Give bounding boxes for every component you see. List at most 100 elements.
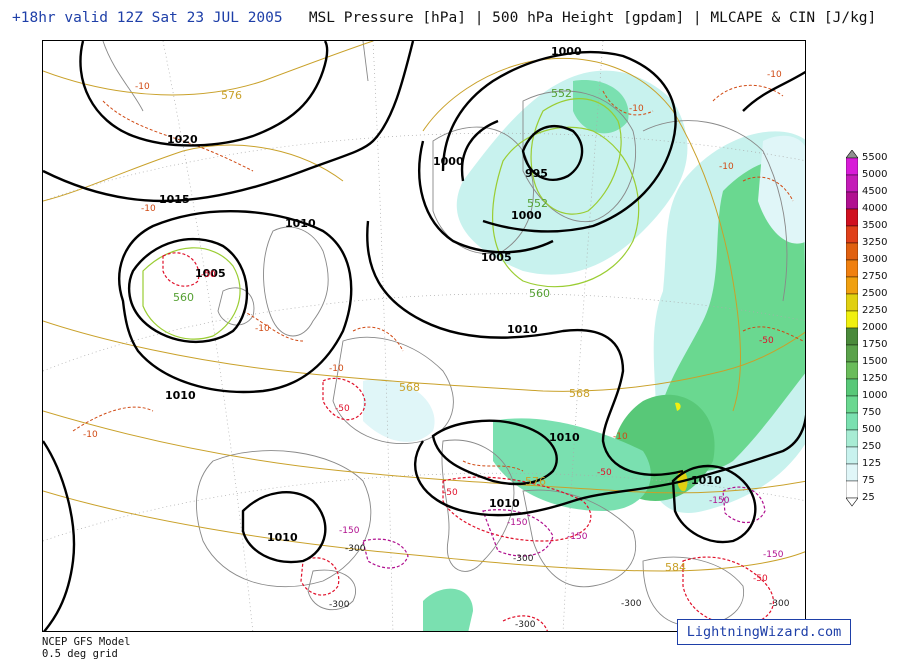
cin-label: -300 bbox=[621, 599, 642, 609]
colorbar-level-label: 3000 bbox=[862, 254, 888, 265]
colorbar-swatch bbox=[846, 208, 858, 227]
colorbar-swatch bbox=[846, 378, 858, 397]
colorbar-level-label: 2500 bbox=[862, 288, 888, 299]
colorbar-swatch bbox=[846, 225, 858, 244]
height-label: 584 bbox=[665, 561, 686, 574]
colorbar-level-label: 500 bbox=[862, 424, 882, 435]
colorbar-swatch bbox=[846, 429, 858, 448]
chart-title: +18hr valid 12Z Sat 23 JUL 2005 MSL Pres… bbox=[12, 10, 876, 26]
colorbar-swatch bbox=[846, 412, 858, 431]
cin-label: -10 bbox=[83, 430, 98, 440]
cin-label: -300 bbox=[513, 554, 534, 564]
isobar-label: 1010 bbox=[489, 497, 520, 510]
colorbar-swatch bbox=[846, 157, 858, 176]
height-label: 568 bbox=[399, 381, 420, 394]
cin-label: -10 bbox=[135, 82, 150, 92]
isobar-label: 1000 bbox=[511, 209, 542, 222]
cin-label: -10 bbox=[255, 324, 270, 334]
cin-label: -300 bbox=[769, 599, 790, 609]
cin-label: -300 bbox=[329, 600, 350, 610]
cin-label: -10 bbox=[613, 432, 628, 442]
height-label: 560 bbox=[529, 287, 550, 300]
cin-label: -10 bbox=[141, 204, 156, 214]
colorbar-swatch bbox=[846, 259, 858, 278]
height-contours bbox=[43, 41, 805, 572]
field-list: MSL Pressure [hPa] | 500 hPa Height [gpd… bbox=[308, 10, 877, 26]
colorbar-level-label: 1750 bbox=[862, 339, 888, 350]
cin-label: -300 bbox=[345, 544, 366, 554]
colorbar-level-label: 250 bbox=[862, 441, 882, 452]
colorbar-level-label: 125 bbox=[862, 458, 882, 469]
map-canvas: 1020 1015 1010 1005 1000 995 1000 1005 1… bbox=[43, 41, 805, 631]
colorbar-level-label: 2000 bbox=[862, 322, 888, 333]
cin-label: -50 bbox=[335, 404, 350, 414]
isobar-label: 1015 bbox=[159, 193, 190, 206]
valid-time: +18hr valid 12Z Sat 23 JUL 2005 bbox=[12, 10, 283, 26]
height-label: 552 bbox=[551, 87, 572, 100]
colorbar-level-label: 2250 bbox=[862, 305, 888, 316]
height-label: 552 bbox=[527, 197, 548, 210]
isobar-label: 1010 bbox=[691, 474, 722, 487]
cin-contours bbox=[72, 84, 804, 631]
colorbar-level-label: 75 bbox=[862, 475, 875, 486]
cin-label: -50 bbox=[597, 468, 612, 478]
cin-label: -150 bbox=[339, 526, 360, 536]
height-label: 576 bbox=[525, 475, 546, 488]
cin-label: -50 bbox=[443, 488, 458, 498]
isobar-label: 1000 bbox=[433, 155, 464, 168]
isobar-label: 1010 bbox=[507, 323, 538, 336]
isobar-label: 1000 bbox=[551, 45, 582, 58]
height-label: 560 bbox=[173, 291, 194, 304]
isobar-label: 1010 bbox=[285, 217, 316, 230]
colorbar-level-label: 1500 bbox=[862, 356, 888, 367]
colorbar-swatch bbox=[846, 242, 858, 261]
isobar-label: 1005 bbox=[195, 267, 226, 280]
grid-resolution: 0.5 deg grid bbox=[42, 648, 118, 660]
colorbar-swatch bbox=[846, 276, 858, 295]
colorbar-swatch bbox=[846, 174, 858, 193]
cin-label: -150 bbox=[709, 496, 730, 506]
height-label: 568 bbox=[569, 387, 590, 400]
colorbar-level-label: 4000 bbox=[862, 203, 888, 214]
colorbar-swatch bbox=[846, 361, 858, 380]
cin-label: -150 bbox=[567, 532, 588, 542]
colorbar-level-label: 750 bbox=[862, 407, 882, 418]
model-name: NCEP GFS Model bbox=[42, 636, 131, 648]
colorbar-level-label: 4500 bbox=[862, 186, 888, 197]
cin-label: -300 bbox=[515, 620, 536, 630]
isobars bbox=[43, 41, 805, 631]
colorbar-swatch bbox=[846, 480, 858, 499]
cin-label: -50 bbox=[759, 336, 774, 346]
colorbar-level-label: 1250 bbox=[862, 373, 888, 384]
colorbar-swatch bbox=[846, 463, 858, 482]
colorbar-level-label: 25 bbox=[862, 492, 875, 503]
colorbar-level-label: 1000 bbox=[862, 390, 888, 401]
colorbar-swatch bbox=[846, 344, 858, 363]
cape-colorbar bbox=[846, 150, 858, 507]
contour-labels: 1020 1015 1010 1005 1000 995 1000 1005 1… bbox=[83, 45, 790, 630]
colorbar-swatch bbox=[846, 191, 858, 210]
cin-label: -50 bbox=[753, 574, 768, 584]
colorbar-level-label: 5000 bbox=[862, 169, 888, 180]
cin-label: -150 bbox=[763, 550, 784, 560]
isobar-label: 995 bbox=[525, 167, 548, 180]
colorbar-swatch bbox=[846, 446, 858, 465]
isobar-label: 1010 bbox=[549, 431, 580, 444]
colorbar-swatch bbox=[846, 327, 858, 346]
height-label: 576 bbox=[221, 89, 242, 102]
brand-link[interactable]: LightningWizard.com bbox=[677, 619, 851, 645]
cin-label: -10 bbox=[329, 364, 344, 374]
cin-label: -10 bbox=[767, 70, 782, 80]
colorbar-level-label: 2750 bbox=[862, 271, 888, 282]
colorbar-level-label: 5500 bbox=[862, 152, 888, 163]
isobar-label: 1005 bbox=[481, 251, 512, 264]
isobar-label: 1010 bbox=[165, 389, 196, 402]
isobar-label: 1010 bbox=[267, 531, 298, 544]
cin-label: -150 bbox=[507, 518, 528, 528]
colorbar-swatch bbox=[846, 293, 858, 312]
cape-shading bbox=[363, 70, 805, 631]
colorbar-cap-top bbox=[846, 150, 858, 159]
isobar-label: 1020 bbox=[167, 133, 198, 146]
colorbar-cap-bottom bbox=[846, 497, 858, 507]
colorbar-level-label: 3250 bbox=[862, 237, 888, 248]
